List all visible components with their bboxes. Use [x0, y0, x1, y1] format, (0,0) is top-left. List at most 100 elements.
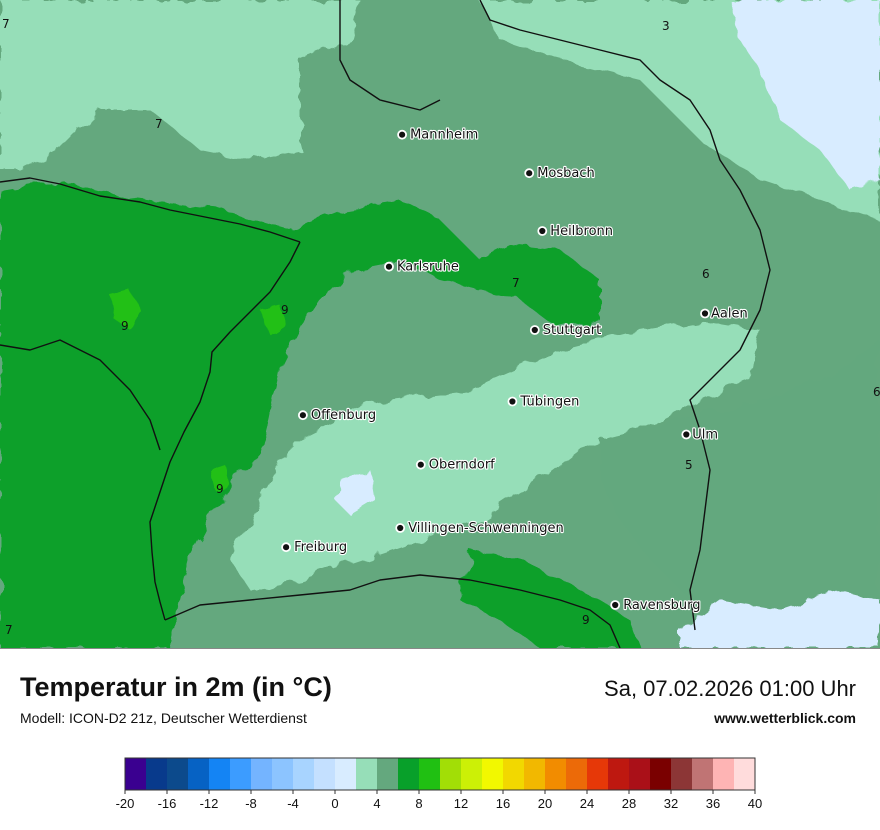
color-scale-border: [124, 757, 756, 791]
color-swatch: [440, 758, 462, 790]
model-subtitle: Modell: ICON-D2 21z, Deutscher Wetterdie…: [20, 710, 307, 726]
color-swatch: [524, 758, 546, 790]
isotherm-labels: 7 7 3 9 9 7 6 6 5 9 9 7: [2, 17, 880, 637]
color-swatch: [419, 758, 441, 790]
color-scale-tick-label: -20: [116, 796, 135, 811]
borders: [0, 0, 771, 648]
color-swatch: [167, 758, 189, 790]
color-swatch: [293, 758, 315, 790]
city-marker[interactable]: [610, 600, 621, 610]
color-swatch: [398, 758, 420, 790]
color-swatch: [608, 758, 630, 790]
city-marker[interactable]: [524, 168, 535, 179]
isotherm-label: 9: [582, 613, 590, 627]
color-swatch: [545, 758, 567, 790]
temp-field-6-7-lakeconstance: [460, 550, 640, 648]
color-scale-tick-label: 28: [622, 796, 636, 811]
city-label: Tübingen: [519, 395, 579, 410]
city-label: Heilbronn: [550, 224, 613, 239]
color-swatch: [566, 758, 588, 790]
color-swatch: [209, 758, 231, 790]
city-label: Offenburg: [311, 408, 376, 423]
city-marker[interactable]: [281, 542, 292, 553]
map-title: Temperatur in 2m (in °C): [20, 672, 332, 702]
city-label: Mannheim: [410, 128, 478, 143]
color-scale-tick-label: -8: [245, 796, 257, 811]
color-scale-tick-label: 20: [538, 796, 552, 811]
isotherm-label: 3: [662, 19, 670, 33]
map-canvas: Mannheim Mosbach Heilbronn Karlsruhe Aalen St…: [0, 0, 880, 648]
city-label: Ulm: [692, 428, 718, 443]
state-border-north: [0, 177, 301, 243]
temp-field-7-8: [110, 290, 285, 490]
isotherm-label: 7: [512, 276, 520, 290]
color-scale-legend: -20 -16 -12 -8 -4 0 4 8 12 16 20 24 28 32 36 40: [116, 757, 762, 811]
country-border-alsace: [0, 339, 161, 451]
state-border-bavaria: [479, 0, 771, 631]
city-marker[interactable]: [397, 129, 408, 140]
city-label: Mosbach: [537, 166, 595, 181]
color-scale-tick-label: -4: [287, 796, 299, 811]
city-label: Stuttgart: [543, 323, 601, 338]
city-marker[interactable]: [537, 226, 548, 236]
city-marker[interactable]: [415, 459, 426, 470]
color-scale-tick-label: -12: [200, 796, 219, 811]
color-swatch: [587, 758, 609, 790]
city-marker[interactable]: [529, 325, 540, 335]
color-scale-tick-label: 0: [331, 796, 338, 811]
country-border-france: [149, 241, 301, 621]
color-scale-tick-label: 12: [454, 796, 468, 811]
color-swatch: [503, 758, 525, 790]
color-swatch: [230, 758, 252, 790]
city-marker[interactable]: [507, 396, 518, 407]
color-swatch: [482, 758, 504, 790]
city-marker[interactable]: [681, 429, 692, 440]
color-swatch: [188, 758, 210, 790]
isotherm-label: 9: [121, 319, 129, 333]
color-scale-swatches: [124, 757, 756, 791]
color-scale-ticks: -20 -16 -12 -8 -4 0 4 8 12 16 20 24 28 32 36 40: [116, 790, 762, 811]
color-swatch: [272, 758, 294, 790]
color-swatch: [734, 758, 756, 790]
color-swatch: [629, 758, 651, 790]
color-swatch: [314, 758, 336, 790]
country-border-switzerland: [164, 574, 621, 648]
color-swatch: [692, 758, 714, 790]
city-marker[interactable]: [297, 410, 308, 421]
color-swatch: [335, 758, 357, 790]
color-swatch: [377, 758, 399, 790]
color-swatch: [146, 758, 168, 790]
website-link[interactable]: www.wetterblick.com: [714, 710, 856, 726]
color-swatch: [251, 758, 273, 790]
temp-field-3-4-east: [730, 0, 880, 190]
temp-field-3-4-central: [335, 470, 375, 515]
color-scale-tick-label: 4: [373, 796, 380, 811]
color-swatch: [671, 758, 693, 790]
isotherm-label: 9: [216, 482, 224, 496]
isotherm-label: 9: [281, 303, 289, 317]
city-label: Aalen: [711, 307, 748, 322]
color-scale-tick-label: 8: [415, 796, 422, 811]
temperature-map[interactable]: Mannheim Mosbach Heilbronn Karlsruhe Aalen St…: [0, 0, 880, 649]
city-marker[interactable]: [700, 308, 710, 319]
color-scale-tick-label: 24: [580, 796, 594, 811]
color-scale-tick-label: 32: [664, 796, 678, 811]
isotherm-label: 7: [2, 17, 10, 31]
city-label: Karlsruhe: [397, 260, 459, 275]
city-marker[interactable]: [384, 261, 394, 272]
temp-field-5-6-east: [600, 340, 880, 620]
city-label: Ravensburg: [623, 598, 700, 613]
isotherm-label: 6: [702, 267, 710, 281]
city-markers: Mannheim Mosbach Heilbronn Karlsruhe Aalen St…: [281, 127, 749, 614]
city-marker[interactable]: [395, 523, 406, 533]
city-label: Oberndorf: [429, 458, 495, 473]
color-swatch: [125, 758, 147, 790]
temp-field-4-5-central: [230, 320, 760, 590]
isotherm-label: 6: [873, 385, 880, 399]
valid-time: Sa, 07.02.2026 01:00 Uhr: [604, 676, 856, 701]
isotherm-label: 7: [5, 623, 13, 637]
color-scale-tick-label: 16: [496, 796, 510, 811]
color-swatch: [461, 758, 483, 790]
state-border-hesse: [339, 0, 441, 111]
color-scale-tick-label: 36: [706, 796, 720, 811]
